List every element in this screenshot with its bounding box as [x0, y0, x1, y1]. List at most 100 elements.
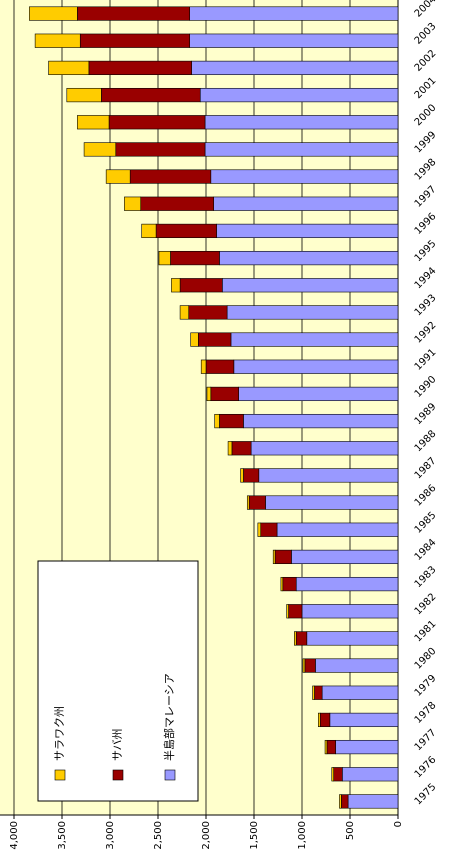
- bar-segment: [321, 685, 399, 700]
- x-tick-label: 1987: [413, 456, 439, 482]
- bar-segment: [315, 658, 399, 673]
- x-tick-label: 1997: [413, 184, 439, 210]
- x-tick-label: 1994: [413, 265, 439, 291]
- y-tick-label: 2,000: [201, 821, 212, 850]
- bar-segment: [324, 739, 328, 755]
- bar-segment: [77, 115, 110, 130]
- bar-segment: [66, 87, 102, 103]
- bar-segment: [191, 60, 399, 76]
- bar-segment: [301, 604, 399, 619]
- x-tick-label: 1996: [413, 211, 439, 237]
- x-tick-label: 1976: [413, 754, 439, 780]
- bar-segment: [190, 332, 199, 347]
- bar-segment: [101, 87, 201, 103]
- x-tick-label: 1995: [413, 238, 439, 264]
- bar-segment: [238, 386, 399, 402]
- bar-segment: [205, 359, 235, 374]
- y-tick-label: 500: [345, 821, 356, 840]
- bar-segment: [171, 278, 181, 293]
- x-tick-label: 1975: [413, 782, 439, 808]
- x-tick-label: 1988: [413, 428, 439, 454]
- y-tick-label: 3,000: [105, 821, 116, 850]
- bar-segment: [304, 658, 316, 673]
- legend-box: [37, 560, 199, 802]
- bar-segment: [226, 305, 399, 320]
- bar-segment: [295, 631, 308, 646]
- y-tick-label: 3,500: [57, 821, 68, 850]
- bar-segment: [105, 169, 131, 184]
- bar-segment: [48, 60, 90, 76]
- x-tick-label: 1991: [413, 347, 439, 373]
- bar-segment: [77, 6, 190, 21]
- legend-label: サラワク州: [53, 706, 66, 761]
- rotated-chart: 0 500 1,000 1,500 2,000 2,500 3,000 3,500 4,000 1…: [0, 0, 438, 850]
- x-tick-label: 1989: [413, 401, 439, 427]
- bar-segment: [347, 794, 399, 809]
- bar-segment: [155, 223, 217, 239]
- bar-segment: [302, 658, 306, 673]
- bar-segment: [258, 468, 399, 483]
- x-tick-label: 2000: [413, 102, 439, 128]
- bar-segment: [272, 549, 276, 565]
- bar-segment: [333, 767, 343, 782]
- bar-segment: [295, 576, 399, 592]
- bar-segment: [274, 549, 292, 565]
- x-tick-label: 2002: [413, 48, 439, 74]
- x-tick-label: 1986: [413, 483, 439, 509]
- x-tick-label: 2001: [413, 75, 439, 101]
- bar-segment: [213, 196, 399, 211]
- bar-segment: [265, 495, 399, 510]
- bar-segment: [243, 413, 399, 429]
- x-tick-label: 1984: [413, 537, 439, 563]
- bar-segment: [288, 604, 303, 619]
- bar-segment: [246, 495, 250, 510]
- bar-segment: [199, 87, 399, 103]
- x-tick-label: 1990: [413, 374, 439, 400]
- x-tick-label: 1998: [413, 157, 439, 183]
- x-tick-label: 1992: [413, 320, 439, 346]
- x-tick-label: 1977: [413, 727, 439, 753]
- bar-segment: [280, 576, 284, 592]
- bar-segment: [170, 250, 220, 266]
- y-tick-label: 4,000: [9, 821, 20, 850]
- bar-segment: [227, 441, 233, 456]
- bar-segment: [233, 359, 399, 374]
- bar-segment: [318, 712, 321, 728]
- x-tick-label: 1982: [413, 591, 439, 617]
- legend-swatch: [112, 769, 124, 781]
- bar-segment: [260, 522, 278, 537]
- bar-segment: [108, 115, 206, 130]
- bar-segment: [341, 794, 349, 809]
- x-tick-label: 2003: [413, 21, 439, 47]
- bar-segment: [124, 196, 142, 211]
- y-tick-label: 0: [393, 821, 404, 827]
- bar-segment: [230, 332, 399, 347]
- x-tick-label: 1979: [413, 673, 439, 699]
- legend-swatch: [164, 769, 176, 781]
- bar-segment: [140, 196, 214, 211]
- bar-segment: [29, 6, 78, 21]
- bar-segment: [206, 386, 212, 402]
- bar-segment: [250, 441, 399, 456]
- bar-segment: [79, 33, 190, 48]
- bar-segment: [286, 604, 289, 619]
- bar-segment: [314, 685, 323, 700]
- bar-segment: [129, 169, 212, 184]
- x-tick-label: 1978: [413, 700, 439, 726]
- bar-segment: [331, 767, 334, 782]
- legend-swatch: [54, 769, 66, 781]
- bar-segment: [342, 767, 399, 782]
- y-tick-label: 2,500: [153, 821, 164, 850]
- bar-segment: [291, 549, 399, 565]
- legend: サラワク州 サバ州 半島部マレーシア: [37, 560, 199, 802]
- bar-segment: [248, 495, 266, 510]
- bar-segment: [312, 685, 315, 700]
- bar-segment: [198, 332, 232, 347]
- bar-segment: [34, 33, 81, 48]
- bar-segment: [83, 142, 117, 157]
- x-tick-label: 1981: [413, 619, 439, 645]
- bar-segment: [329, 712, 399, 728]
- bar-segment: [204, 115, 399, 130]
- bar-segment: [188, 305, 228, 320]
